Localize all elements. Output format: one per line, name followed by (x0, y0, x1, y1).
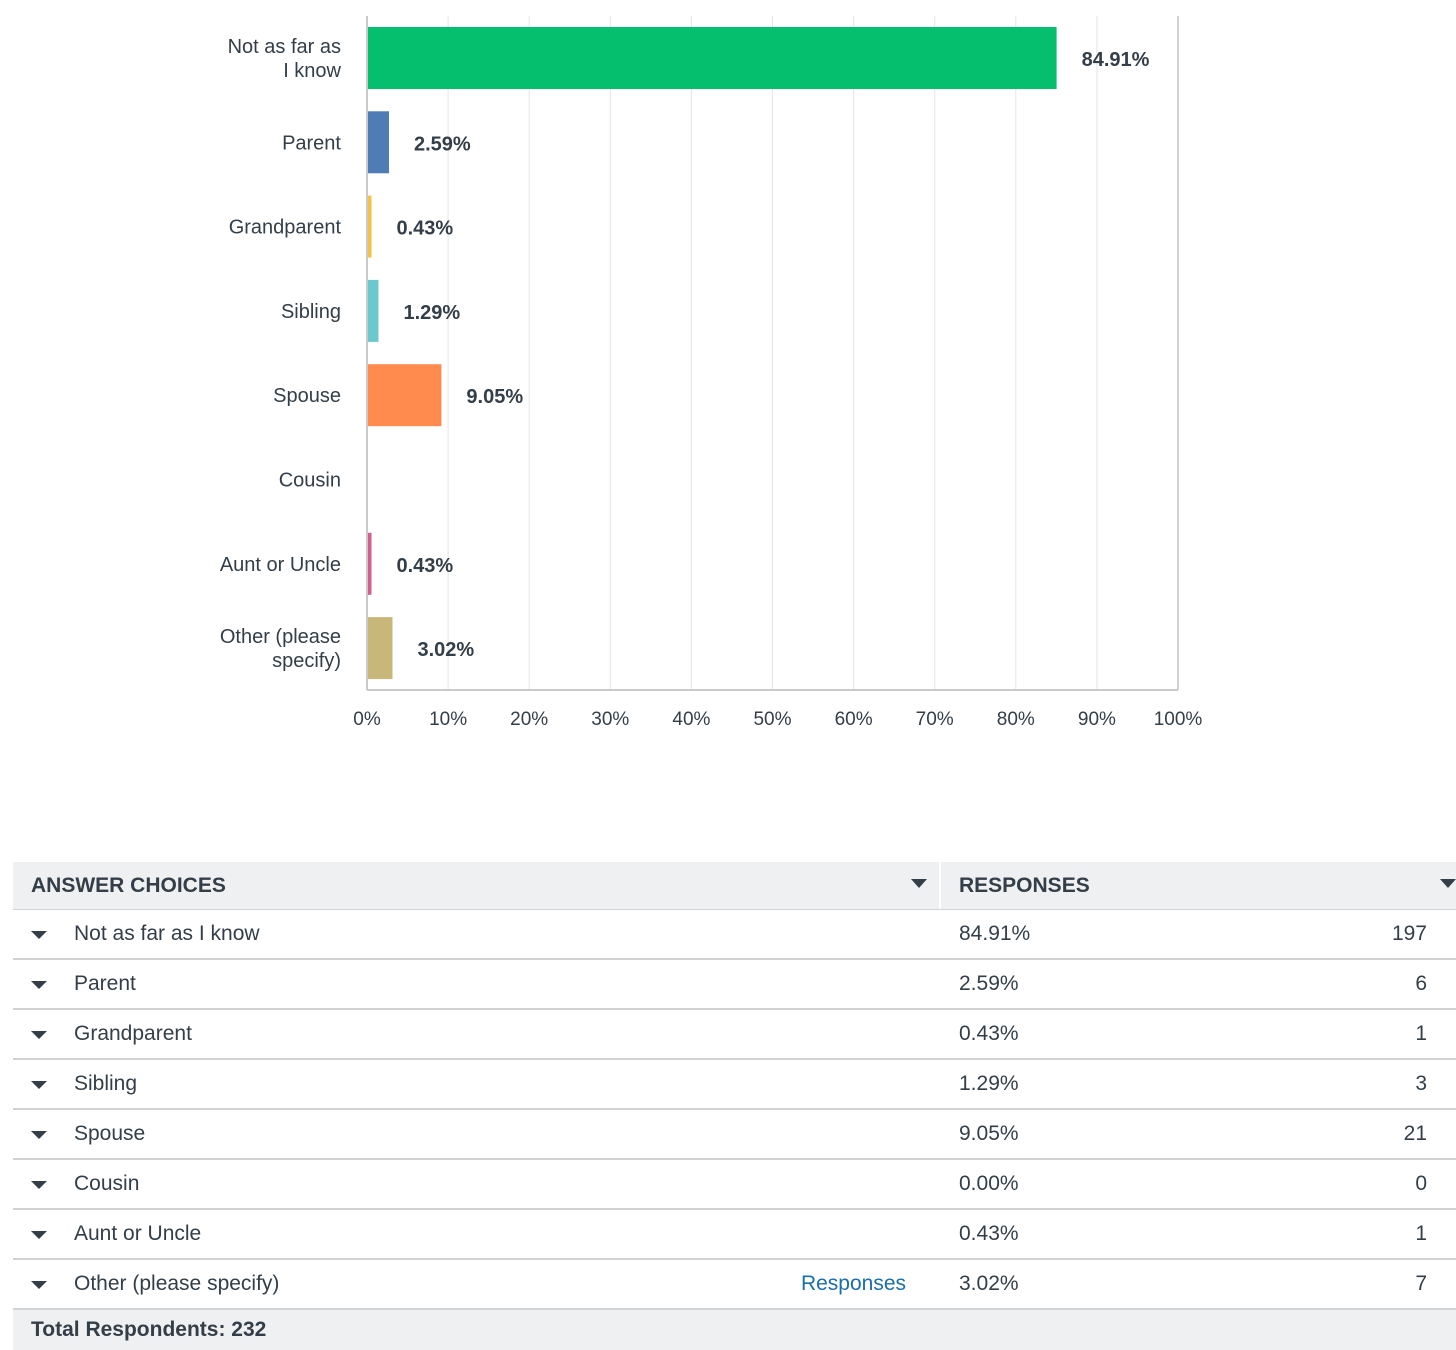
table-row: Cousin 0.00% 0 (13, 1160, 1456, 1210)
category-label: I know (283, 60, 341, 82)
response-percent: 9.05% (959, 1122, 1019, 1145)
expand-caret-icon[interactable] (31, 1281, 47, 1289)
data-label: 2.59% (414, 133, 471, 155)
category-label: Not as far as (228, 36, 341, 58)
bar (368, 617, 393, 680)
response-percent: 0.43% (959, 1222, 1019, 1245)
answer-choices-header-label: ANSWER CHOICES (31, 873, 226, 897)
data-label: 0.43% (396, 555, 453, 577)
expand-caret-icon[interactable] (31, 931, 47, 939)
category-label: Parent (282, 132, 341, 154)
category-label: Aunt or Uncle (220, 554, 341, 576)
category-label: Sibling (281, 301, 341, 323)
table-row: Grandparent 0.43% 1 (13, 1010, 1456, 1060)
bar (368, 111, 390, 174)
table-header: ANSWER CHOICES RESPONSES (13, 862, 1456, 910)
data-label: 1.29% (403, 302, 460, 324)
response-count: 197 (1391, 922, 1427, 945)
choice-label: Aunt or Uncle (74, 1222, 202, 1245)
bar (368, 27, 1057, 89)
total-respondents: Total Respondents: 232 (13, 1310, 1456, 1350)
choice-cell: Sibling (13, 1060, 941, 1108)
expand-caret-icon[interactable] (31, 1031, 47, 1039)
chart-svg: 0% 10% 20% 30% 40% 50% 60% 70% 80% 90% 100% Not as … (220, 16, 1203, 730)
choice-label: Spouse (74, 1122, 146, 1145)
data-label: 3.02% (417, 639, 474, 661)
results-table: ANSWER CHOICES RESPONSES Not as far as I… (13, 862, 1456, 1350)
bar (368, 279, 379, 342)
expand-caret-icon[interactable] (31, 1181, 47, 1189)
table-row: Sibling 1.29% 3 (13, 1060, 1456, 1110)
response-count: 6 (1415, 972, 1427, 995)
choice-label: Grandparent (74, 1022, 192, 1045)
expand-caret-icon[interactable] (31, 1231, 47, 1239)
response-count: 0 (1415, 1172, 1427, 1195)
bar (368, 532, 372, 595)
response-percent: 3.02% (959, 1272, 1019, 1295)
data-label: 84.91% (1082, 49, 1150, 71)
category-label: Grandparent (229, 217, 342, 239)
data-label: 9.05% (466, 386, 523, 408)
choice-cell: Other (please specify) Responses (13, 1260, 941, 1308)
x-tick-label: 20% (510, 709, 548, 730)
response-percent: 2.59% (959, 972, 1019, 995)
x-tick-label: 50% (753, 709, 791, 730)
x-tick-label: 30% (591, 709, 629, 730)
table-row: Parent 2.59% 6 (13, 960, 1456, 1010)
expand-caret-icon[interactable] (31, 981, 47, 989)
response-percent: 0.43% (959, 1022, 1019, 1045)
response-count: 21 (1403, 1122, 1427, 1145)
bar (368, 195, 372, 258)
bar-chart: 0% 10% 20% 30% 40% 50% 60% 70% 80% 90% 100% Not as … (220, 16, 1203, 730)
choice-cell: Grandparent (13, 1010, 941, 1058)
choice-label: Not as far as I know (74, 922, 260, 945)
table-row: Other (please specify) Responses 3.02% 7 (13, 1260, 1456, 1310)
choice-label: Sibling (74, 1072, 138, 1095)
x-tick-label: 10% (429, 709, 467, 730)
choice-cell: Spouse (13, 1110, 941, 1158)
table-row: Spouse 9.05% 21 (13, 1110, 1456, 1160)
table-row: Not as far as I know 84.91% 197 (13, 910, 1456, 960)
response-percent: 84.91% (959, 922, 1031, 945)
choice-cell: Cousin (13, 1160, 941, 1208)
x-tick-label: 70% (916, 709, 954, 730)
responses-link[interactable]: Responses (800, 1272, 906, 1295)
response-count: 7 (1415, 1272, 1427, 1295)
response-percent: 0.00% (959, 1172, 1019, 1195)
expand-caret-icon[interactable] (31, 1131, 47, 1139)
x-tick-label: 60% (835, 709, 873, 730)
response-count: 1 (1415, 1222, 1427, 1245)
category-label: Other (please (220, 626, 341, 648)
sort-responses-icon[interactable] (1440, 879, 1456, 888)
response-count: 3 (1415, 1072, 1427, 1095)
choice-cell: Parent (13, 960, 941, 1008)
choice-label: Other (please specify) (74, 1272, 280, 1295)
response-count: 1 (1415, 1022, 1427, 1045)
responses-header[interactable]: RESPONSES (941, 862, 1456, 909)
choice-cell: Aunt or Uncle (13, 1210, 941, 1258)
choice-label: Cousin (74, 1172, 140, 1195)
answer-choices-header[interactable]: ANSWER CHOICES (13, 862, 941, 909)
expand-caret-icon[interactable] (31, 1081, 47, 1089)
category-label: specify) (272, 650, 341, 672)
table-row: Aunt or Uncle 0.43% 1 (13, 1210, 1456, 1260)
x-tick-label: 40% (672, 709, 710, 730)
responses-header-label: RESPONSES (959, 873, 1090, 897)
choice-cell: Not as far as I know (13, 910, 941, 958)
x-tick-label: 100% (1154, 709, 1203, 730)
category-label: Spouse (273, 385, 341, 407)
x-tick-label: 0% (353, 709, 381, 730)
x-tick-label: 90% (1078, 709, 1116, 730)
sort-answer-choices-icon[interactable] (911, 879, 927, 888)
choice-label: Parent (74, 972, 136, 995)
x-tick-label: 80% (997, 709, 1035, 730)
category-label: Cousin (279, 470, 341, 492)
data-label: 0.43% (396, 218, 453, 240)
bar (368, 364, 442, 427)
response-percent: 1.29% (959, 1072, 1019, 1095)
